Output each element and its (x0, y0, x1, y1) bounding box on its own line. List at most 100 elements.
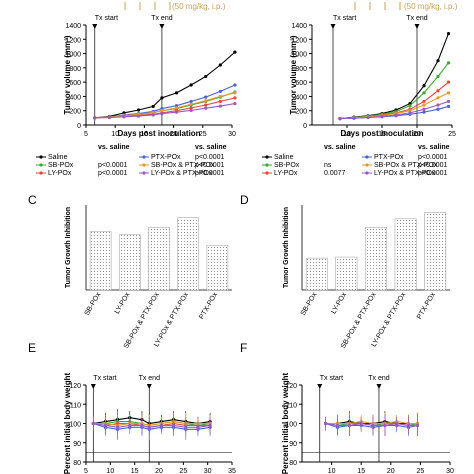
data-point (116, 425, 120, 429)
legend-label: LY-POx & PTX-POx (374, 170, 436, 177)
legend-p-value: p<0.0001 (195, 170, 224, 177)
y-tick-label: 80 (289, 460, 297, 467)
data-point (189, 83, 193, 87)
bar (305, 257, 328, 291)
bar (119, 234, 141, 291)
data-point (218, 99, 222, 104)
data-point (172, 423, 176, 428)
legend-vs-saline-left: vs. saline (98, 144, 130, 151)
data-point (335, 423, 340, 428)
y-tick-label: 400 (295, 94, 307, 101)
data-point (140, 423, 144, 428)
treatment-arrow-icon (317, 384, 323, 389)
treatment-arrow-icon (330, 24, 336, 29)
legend-vs-saline-right: vs. saline (195, 144, 227, 151)
series-line (94, 91, 236, 119)
legend-marker (365, 155, 369, 159)
bar (148, 227, 170, 291)
data-point (151, 110, 155, 115)
data-point (383, 423, 387, 428)
data-point (436, 74, 440, 79)
bar (89, 231, 112, 291)
y-tick-label: 90 (73, 441, 81, 448)
data-point (93, 116, 97, 120)
y-tick-label: 0 (77, 123, 81, 130)
y-axis-label: Percent initial body weight (63, 372, 72, 474)
data-point (174, 110, 179, 114)
data-point (218, 94, 222, 99)
bar (335, 256, 358, 291)
data-point (233, 83, 237, 87)
y-tick-label: 400 (69, 94, 81, 101)
y-tick-label: 120 (285, 383, 297, 390)
bar (206, 245, 229, 291)
y-axis-label: Tumor Growth Inhibition (65, 207, 72, 288)
treatment-label: Tx start (333, 15, 356, 22)
x-tick-label: PTX-POx (198, 291, 219, 321)
y-tick-label: 0 (303, 123, 307, 130)
y-tick-label: 600 (295, 80, 307, 87)
data-point (218, 63, 222, 67)
x-tick-label: SB-POx (84, 291, 103, 317)
data-point (415, 423, 420, 428)
data-point (189, 99, 193, 104)
data-point (218, 104, 222, 108)
legend-label: SB-POx (274, 162, 300, 169)
chart-f: 80 90 100 110 120 10 15 20 25 30 Percent initial b… (281, 372, 454, 474)
x-tick-label: 15 (357, 468, 365, 474)
treatment-arrow-icon (376, 384, 382, 389)
y-tick-label: 1000 (291, 52, 307, 59)
data-point (233, 50, 237, 54)
legend-p-value: 0.0077 (324, 170, 346, 177)
data-point (395, 421, 399, 426)
legend-marker (142, 163, 146, 167)
data-point (91, 421, 95, 426)
legend-marker (265, 155, 269, 159)
y-axis-label: Tumor volume (mm³) (289, 35, 298, 114)
data-point (122, 115, 126, 119)
legend-label: LY-POx (48, 170, 72, 177)
legend-p-value: p<0.0001 (98, 170, 127, 177)
legend-marker (39, 171, 43, 175)
data-point (436, 107, 440, 111)
y-tick-label: 1000 (65, 52, 81, 59)
legend-marker (365, 163, 369, 167)
legend-label: LY-POx (274, 170, 298, 177)
x-tick-label: LY-POx & PTX-POx (371, 291, 408, 348)
data-point (436, 59, 440, 63)
legend-p-value: p<0.0001 (418, 154, 447, 161)
data-point (204, 95, 208, 99)
dose-banner-left: (50 mg/kg, i.p.) (124, 2, 226, 11)
x-tick-label: 15 (378, 131, 386, 138)
legend-p-value: p<0.0001 (418, 170, 447, 177)
data-point (422, 99, 426, 104)
treatment-arrow-icon (92, 24, 98, 29)
legend-p-value: p<0.0001 (98, 162, 127, 169)
panel-label-f: F (240, 341, 247, 355)
legend-marker (39, 163, 43, 167)
y-tick-label: 1400 (291, 23, 307, 30)
legend-marker (265, 163, 269, 167)
x-tick-label: 20 (413, 131, 421, 138)
legend-marker (142, 155, 146, 159)
data-point (347, 423, 351, 428)
x-tick-label: 10 (111, 131, 119, 138)
legend-p-value: p<0.0001 (418, 162, 447, 169)
panel-label-c: C (28, 193, 37, 207)
data-point (436, 89, 440, 93)
data-point (422, 103, 426, 107)
legend-p-value: ns (324, 162, 332, 169)
y-axis-label: Percent initial body weight (281, 372, 290, 474)
treatment-arrow-icon (146, 384, 152, 389)
x-tick-label: 10 (106, 468, 114, 474)
series-line (339, 33, 450, 120)
x-tick-label: LY-POx (330, 291, 348, 315)
treatment-arrow-icon (159, 24, 165, 29)
legend-label: SB-POx (48, 162, 74, 169)
data-point (136, 108, 141, 112)
data-point (422, 107, 426, 111)
data-point (422, 110, 426, 114)
data-point (160, 111, 164, 116)
data-point (204, 74, 208, 79)
